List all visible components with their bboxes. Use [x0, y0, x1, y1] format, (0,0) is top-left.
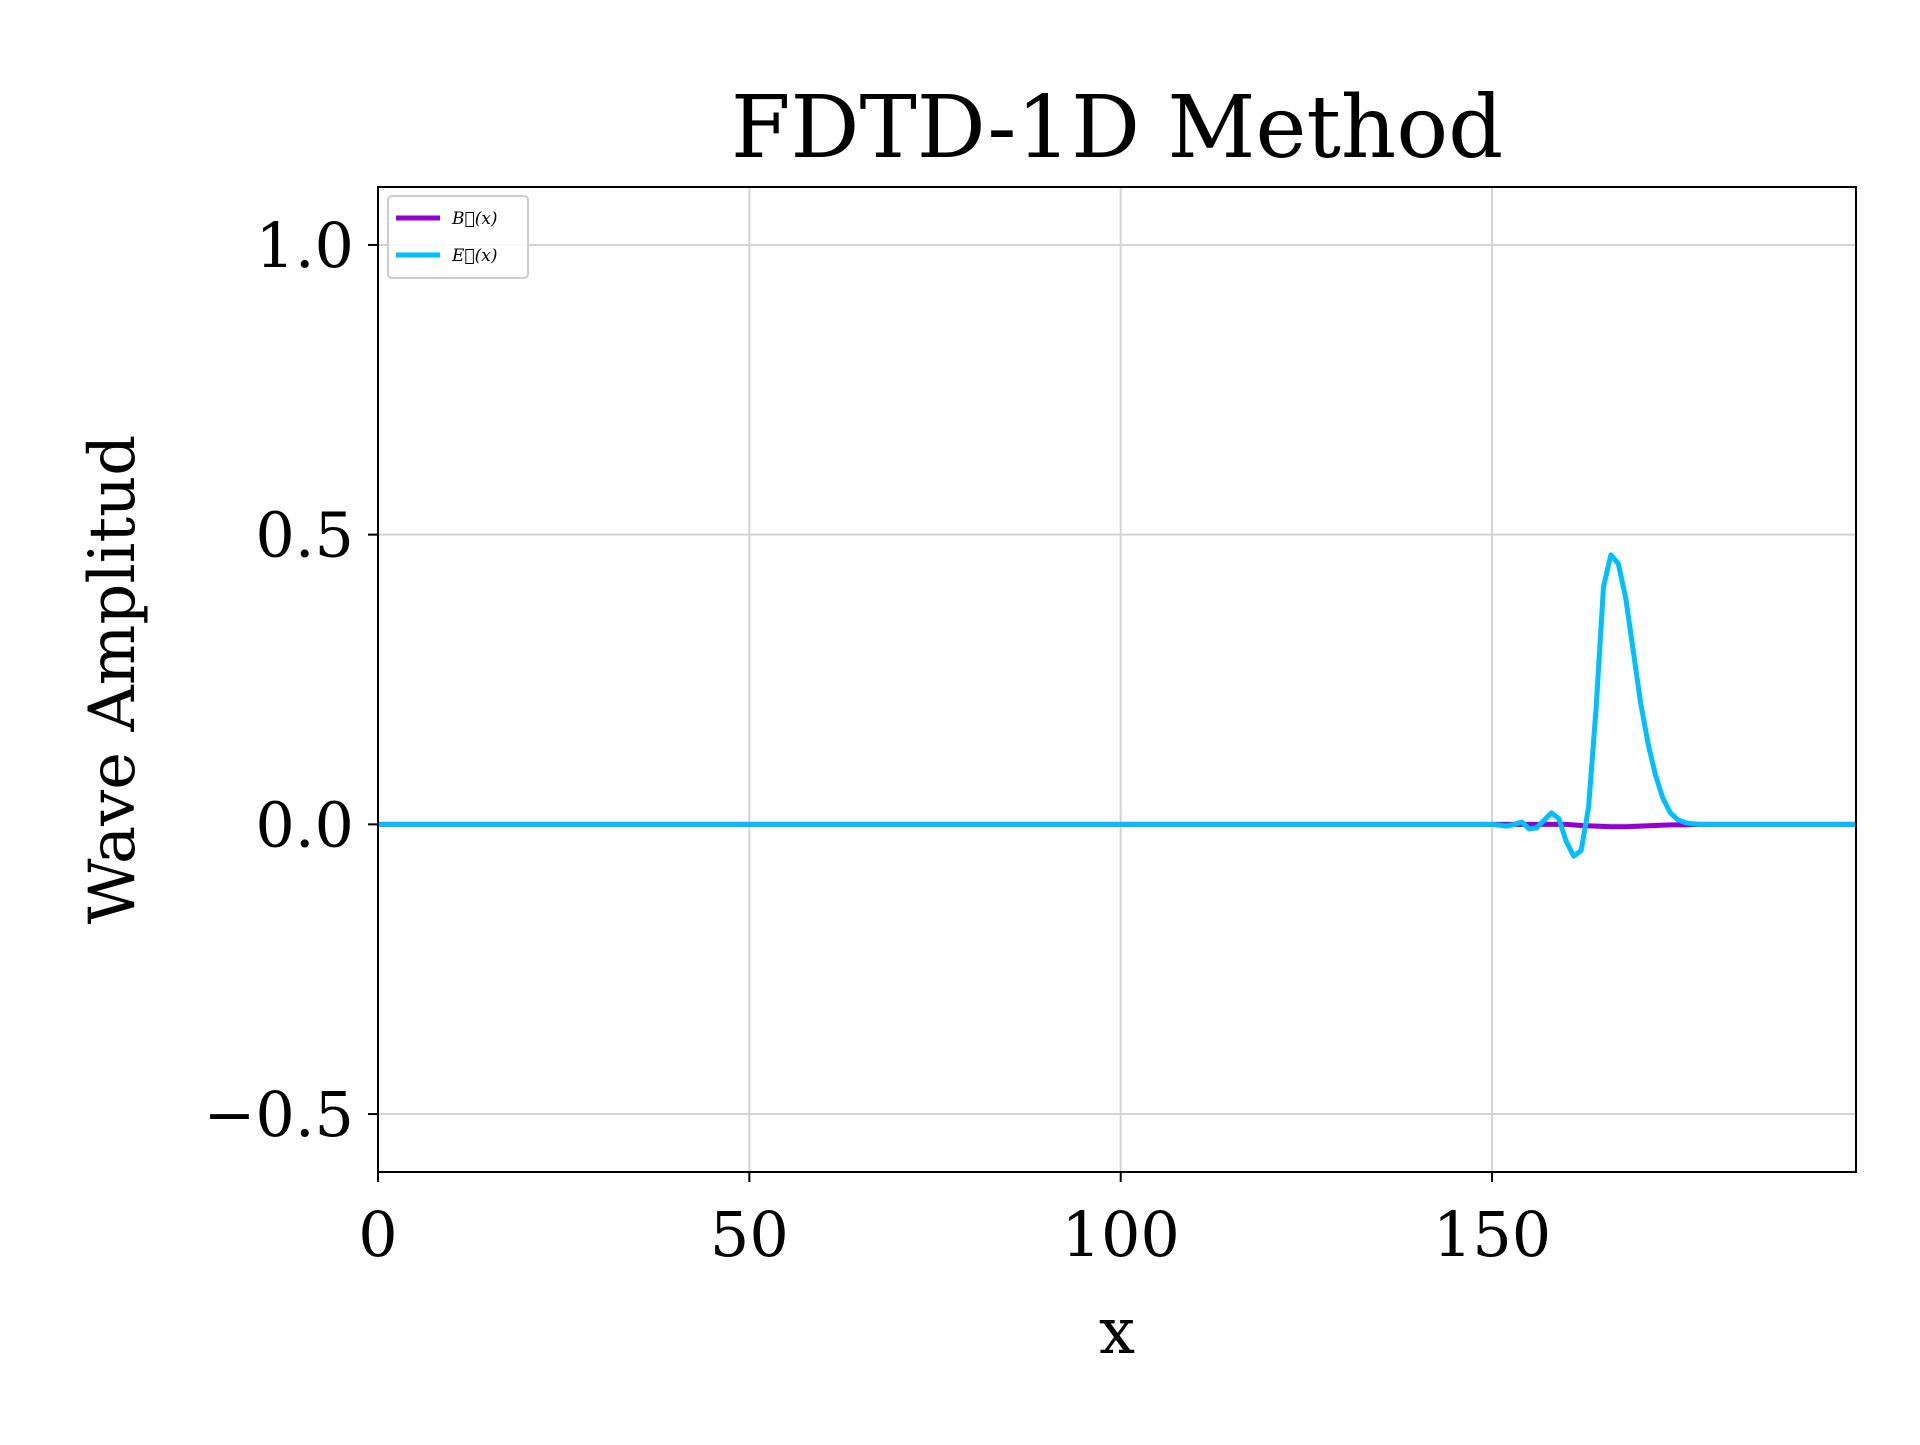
tick-layer: 0 50 100 150 −0.5 0.0 0.5 1.0 [203, 209, 1551, 1271]
y-axis-label: Wave Amplitud [76, 435, 150, 924]
legend-label: E⃗(x) [451, 246, 497, 266]
plot-frame [377, 186, 1857, 1173]
series-line-e [378, 552, 1856, 859]
x-tick-label: 50 [710, 1198, 789, 1271]
legend: B⃗(x) E⃗(x) [387, 195, 529, 279]
y-tick-label: 1.0 [255, 209, 354, 282]
legend-label: B⃗(x) [451, 209, 498, 229]
x-axis-label: x [1099, 1295, 1135, 1369]
series-layer [378, 552, 1856, 859]
y-tick-label: 0.0 [255, 788, 354, 861]
grid-layer [377, 187, 1856, 1172]
x-tick-label: 150 [1433, 1198, 1551, 1271]
x-tick-label: 100 [1062, 1198, 1180, 1271]
chart-title: FDTD-1D Method [731, 78, 1503, 178]
y-tick-label: 0.5 [255, 499, 354, 572]
y-tick-label: −0.5 [203, 1078, 354, 1151]
x-tick-label: 0 [358, 1198, 397, 1271]
